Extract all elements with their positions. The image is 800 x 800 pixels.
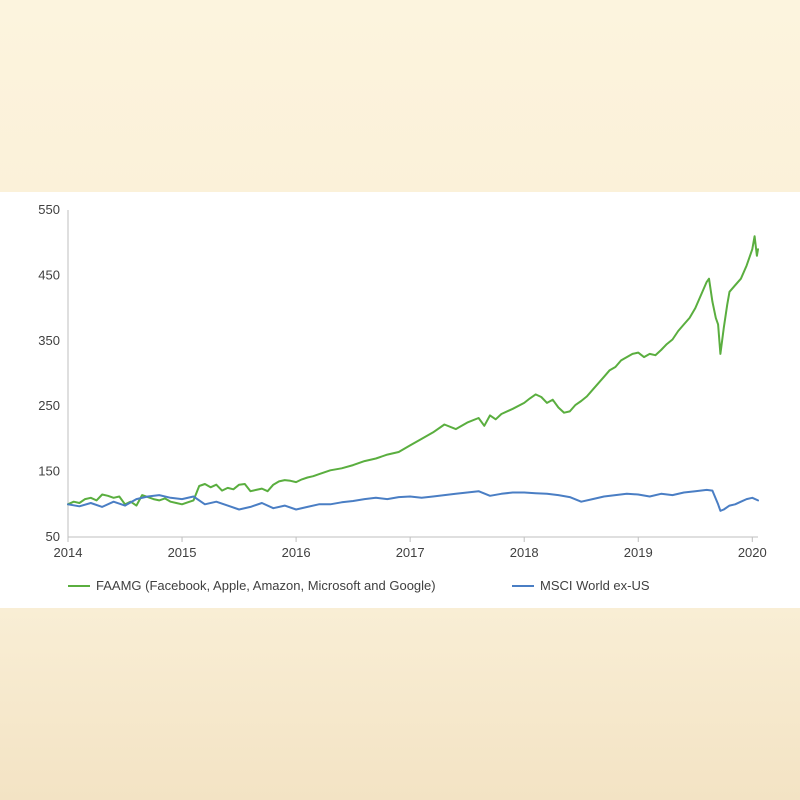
y-tick-label: 350: [38, 333, 60, 348]
x-tick-label: 2017: [396, 545, 425, 560]
x-tick-label: 2020: [738, 545, 767, 560]
chart-panel: 50 150 250 350 450 550 2014 2015 2016 2017 2018 20…: [0, 192, 800, 608]
page-background-bottom: [0, 608, 800, 800]
x-tick-label: 2015: [168, 545, 197, 560]
x-tick-label: 2016: [282, 545, 311, 560]
x-tick-label: 2019: [624, 545, 653, 560]
msci-series-line: [67, 488, 759, 512]
faamg-legend-label: FAAMG (Facebook, Apple, Amazon, Microsof…: [96, 578, 436, 593]
x-axis: 2014 2015 2016 2017 2018 2019 2020: [54, 536, 767, 560]
x-tick-label: 2014: [54, 545, 83, 560]
msci-legend-label: MSCI World ex-US: [540, 578, 650, 593]
y-tick-label: 150: [38, 464, 60, 479]
page-background-top: [0, 0, 800, 192]
y-tick-label: 50: [46, 529, 60, 544]
legend: FAAMG (Facebook, Apple, Amazon, Microsof…: [68, 578, 650, 593]
faamg-series-line: [67, 235, 759, 507]
series-layer: [67, 235, 759, 512]
y-axis: 50 150 250 350 450 550: [38, 202, 69, 544]
x-tick-label: 2018: [510, 545, 539, 560]
y-tick-label: 450: [38, 267, 60, 282]
y-tick-label: 250: [38, 398, 60, 413]
y-tick-label: 550: [38, 202, 60, 217]
